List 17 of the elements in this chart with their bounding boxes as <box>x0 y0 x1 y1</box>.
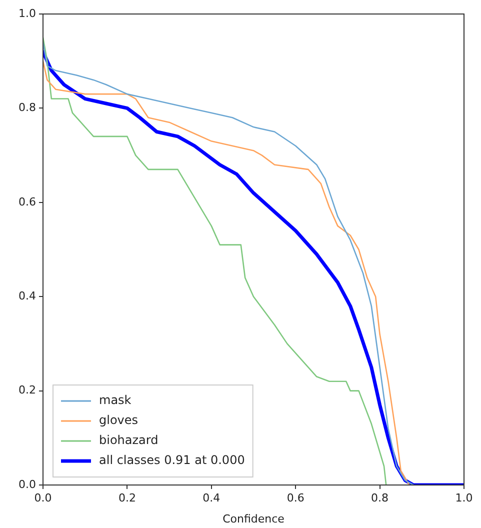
x-tick-label: 0.4 <box>202 491 220 504</box>
legend-label: biohazard <box>99 433 158 448</box>
y-tick-label: 1.0 <box>18 6 36 20</box>
y-tick-label: 0.6 <box>18 195 36 208</box>
x-tick-label: 0.6 <box>286 491 304 504</box>
x-tick-label: 0.8 <box>371 491 389 504</box>
x-tick-label: 0.2 <box>118 491 136 504</box>
y-tick-label: 0.0 <box>18 478 36 491</box>
x-axis-title: Confidence <box>222 512 285 526</box>
y-tick-label: 0.8 <box>18 101 36 114</box>
legend-label: gloves <box>99 413 138 428</box>
legend-label: mask <box>99 393 132 408</box>
y-tick-label: 0.4 <box>18 289 36 302</box>
x-tick-label: 0.0 <box>34 491 52 504</box>
legend-label: all classes 0.91 at 0.000 <box>99 453 245 468</box>
x-tick-label: 1.0 <box>455 491 473 504</box>
y-tick-label: 0.2 <box>18 384 36 397</box>
